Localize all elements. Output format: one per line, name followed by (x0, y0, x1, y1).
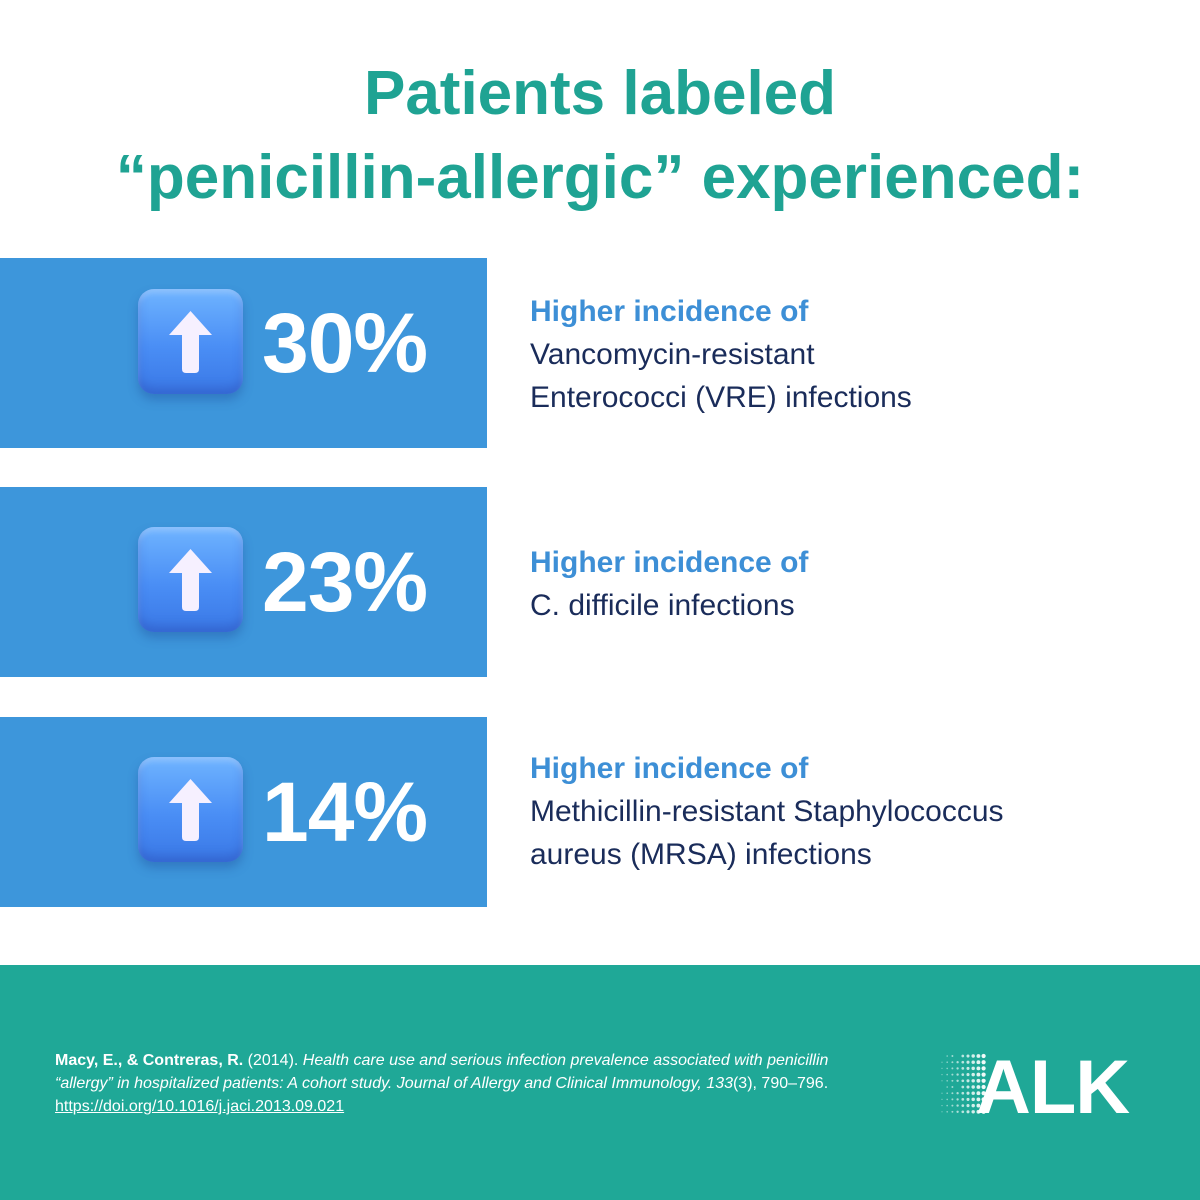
up-arrow-icon (138, 527, 243, 632)
stat-value: 30% (262, 296, 428, 390)
stat-heading: Higher incidence of (530, 295, 809, 328)
headline: Patients labeled “penicillin-allergic” e… (0, 52, 1200, 220)
stat-text: Higher incidence of Vancomycin-resistant… (530, 290, 1170, 419)
stat-row-vre: 30% Higher incidence of Vancomycin-resis… (0, 258, 1200, 448)
stat-description-line-1: Vancomycin-resistant (530, 338, 815, 371)
stat-box: 30% (0, 258, 487, 448)
logo-text: ALK (976, 1050, 1130, 1120)
citation-doi-link[interactable]: https://doi.org/10.1016/j.jaci.2013.09.0… (55, 1098, 345, 1115)
stat-text: Higher incidence of Methicillin-resistan… (530, 747, 1170, 876)
stat-text: Higher incidence of C. difficile infecti… (530, 541, 1170, 627)
stat-description-line-1: Methicillin-resistant Staphylococcus (530, 795, 1004, 828)
citation: Macy, E., & Contreras, R. (2014). Health… (55, 1049, 875, 1118)
stat-description-line-2: aureus (MRSA) infections (530, 838, 872, 871)
stat-description-line-2: Enterococci (VRE) infections (530, 381, 912, 414)
alk-logo: ALK (938, 1045, 1153, 1130)
up-arrow-icon (138, 289, 243, 394)
footer: Macy, E., & Contreras, R. (2014). Health… (0, 965, 1200, 1200)
citation-title: Health care use and serious infection pr… (55, 1052, 829, 1092)
stat-value: 23% (262, 535, 428, 629)
headline-line-2: “penicillin-allergic” experienced: (115, 143, 1085, 212)
stat-heading: Higher incidence of (530, 752, 809, 785)
headline-line-1: Patients labeled (363, 59, 837, 128)
citation-year: (2014). (243, 1052, 303, 1069)
stat-description-line-1: C. difficile infections (530, 589, 795, 622)
stat-heading: Higher incidence of (530, 546, 809, 579)
stat-box: 14% (0, 717, 487, 907)
stat-row-mrsa: 14% Higher incidence of Methicillin-resi… (0, 717, 1200, 907)
stat-row-c-difficile: 23% Higher incidence of C. difficile inf… (0, 487, 1200, 677)
stat-value: 14% (262, 765, 428, 859)
citation-authors: Macy, E., & Contreras, R. (55, 1052, 244, 1069)
up-arrow-icon (138, 757, 243, 862)
stat-box: 23% (0, 487, 487, 677)
citation-issue-pages: (3), 790–796. (732, 1075, 829, 1092)
